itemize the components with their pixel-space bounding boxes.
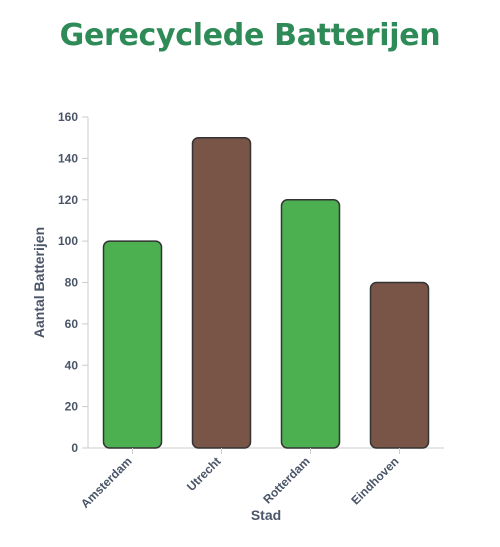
- y-axis-ticks: 0 20 40 60 80 100 120 140 160: [58, 110, 88, 455]
- y-tick-label: 40: [65, 358, 79, 372]
- x-axis-label: Stad: [251, 507, 281, 523]
- y-tick-label: 100: [58, 234, 78, 248]
- x-tick-label: Eindhoven: [348, 454, 401, 507]
- y-tick-label: 140: [58, 151, 78, 165]
- x-tick-label: Rotterdam: [260, 454, 312, 506]
- y-axis-label: Aantal Batterijen: [31, 227, 47, 338]
- y-tick-label: 80: [65, 276, 79, 290]
- y-tick-label: 20: [65, 400, 79, 414]
- y-tick-label: 120: [58, 193, 78, 207]
- chart-title: Gerecyclede Batterijen: [59, 18, 441, 53]
- y-tick-label: 60: [65, 317, 79, 331]
- x-tick-label: Utrecht: [184, 454, 224, 494]
- bars: [102, 136, 430, 449]
- x-axis-ticks: Amsterdam Utrecht Rotterdam Eindhoven: [78, 448, 402, 511]
- y-tick-label: 160: [58, 110, 78, 124]
- x-tick-label: Amsterdam: [78, 454, 135, 511]
- bar-utrecht: [191, 136, 252, 449]
- y-tick-label: 0: [71, 441, 78, 455]
- bar-eindhoven: [369, 281, 430, 449]
- bar-rotterdam: [280, 199, 341, 449]
- bar-amsterdam: [102, 240, 163, 449]
